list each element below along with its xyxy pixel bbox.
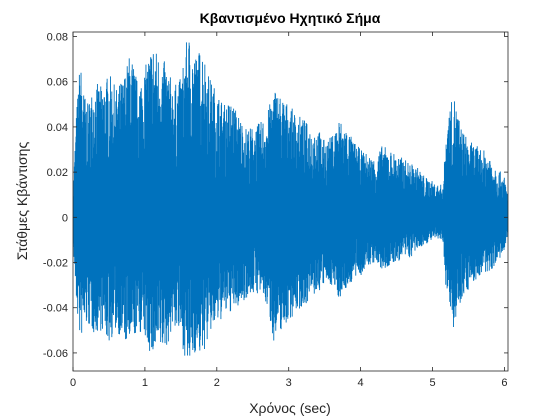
y-tick-label: 0 (62, 212, 68, 224)
x-tick-label: 6 (501, 377, 507, 389)
x-axis-label: Χρόνος (sec) (249, 400, 331, 416)
x-axis-ticks: 0 1 2 3 4 5 6 (70, 32, 507, 389)
x-tick-label: 4 (358, 377, 364, 389)
x-tick-label: 0 (70, 377, 76, 389)
axes-frame (72, 31, 509, 372)
y-tick-label: 0.06 (47, 77, 68, 89)
signal-series (73, 42, 508, 356)
y-tick-label: 0.04 (47, 122, 68, 134)
y-axis-ticks: -0.06 -0.04 -0.02 0 0.02 0.04 0.06 0.08 (43, 32, 508, 360)
y-tick-label: 0.08 (47, 32, 68, 44)
y-tick-label: -0.04 (43, 303, 68, 315)
x-tick-label: 1 (142, 377, 148, 389)
y-axis-label: Στάθμες Κβάντισης (14, 142, 30, 261)
axes-border (72, 31, 509, 372)
y-tick-label: -0.06 (43, 348, 68, 360)
chart-title: Κβαντισμένο Ηχητικό Σήμα (200, 10, 381, 26)
y-tick-label: 0.02 (47, 167, 68, 179)
y-tick-label: -0.02 (43, 258, 68, 270)
x-tick-label: 2 (214, 377, 220, 389)
plot-area: 0 1 2 3 4 5 6 -0.06 -0.04 -0.02 0 0.02 0.04 0.06 0.08 (43, 31, 509, 389)
signal-layer (73, 42, 508, 356)
x-tick-label: 3 (286, 377, 292, 389)
x-tick-label: 5 (429, 377, 435, 389)
